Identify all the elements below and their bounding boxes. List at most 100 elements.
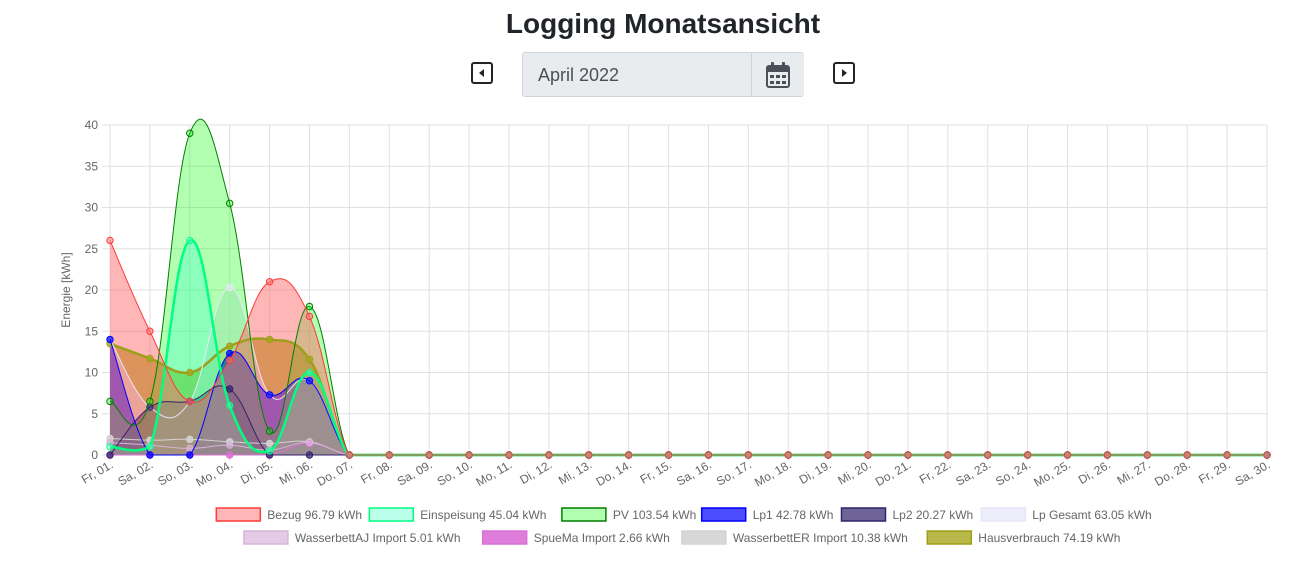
data-point xyxy=(744,451,753,459)
y-tick-label: 5 xyxy=(91,407,98,421)
x-tick-label: Fr, 08. xyxy=(358,457,394,486)
x-tick-label: Mi, 27. xyxy=(1115,457,1153,487)
legend-swatch xyxy=(681,530,727,545)
data-point xyxy=(305,451,314,459)
data-point xyxy=(225,199,234,208)
legend-swatch xyxy=(980,507,1027,522)
data-point xyxy=(345,451,354,459)
data-point xyxy=(186,444,194,453)
data-point xyxy=(146,451,154,459)
data-point xyxy=(465,451,473,459)
legend-label: Bezug 96.79 kWh xyxy=(267,508,362,522)
legend-label: Hausverbrauch 74.19 kWh xyxy=(978,531,1120,545)
x-tick-label: Sa, 09. xyxy=(395,457,435,488)
data-point xyxy=(186,397,194,406)
x-tick-label: Mo, 11. xyxy=(474,457,515,489)
legend-label: WasserbettAJ Import 5.01 kWh xyxy=(295,531,461,545)
data-point xyxy=(225,342,234,350)
data-point xyxy=(225,451,234,459)
month-input[interactable]: April 2022 xyxy=(538,65,620,85)
data-point xyxy=(225,283,234,292)
legend-swatch xyxy=(243,530,289,545)
y-tick-label: 0 xyxy=(91,448,98,462)
series-area xyxy=(110,240,1267,455)
calendar-button[interactable] xyxy=(751,53,804,96)
data-point xyxy=(784,451,792,459)
data-point xyxy=(505,451,513,459)
data-point xyxy=(106,397,114,406)
legend-label: Lp Gesamt 63.05 kWh xyxy=(1032,508,1151,522)
data-point xyxy=(305,438,314,447)
x-tick-label: Di, 12. xyxy=(517,457,554,486)
y-tick-label: 40 xyxy=(85,118,99,132)
data-point xyxy=(1183,451,1191,459)
legend-label: Lp1 42.78 kWh xyxy=(753,508,834,522)
data-point xyxy=(265,391,274,399)
next-month-button[interactable] xyxy=(833,62,855,84)
data-point xyxy=(425,451,433,459)
x-tick-label: So, 03. xyxy=(155,457,195,488)
data-point xyxy=(186,368,194,377)
data-point xyxy=(984,451,992,459)
x-tick-label: Fr, 15. xyxy=(638,457,674,486)
x-tick-label: Do, 21. xyxy=(873,457,914,488)
data-point xyxy=(1063,451,1072,459)
data-point xyxy=(1103,451,1112,459)
legend-swatch xyxy=(561,507,607,522)
data-point xyxy=(305,355,314,364)
legend-label: WasserbettER Import 10.38 kWh xyxy=(733,531,908,545)
data-point xyxy=(225,401,234,410)
x-tick-label: Do, 28. xyxy=(1152,457,1193,488)
data-point xyxy=(106,335,114,344)
data-point xyxy=(305,377,314,385)
x-tick-label: Do, 07. xyxy=(314,457,355,488)
month-picker[interactable]: April 2022 xyxy=(522,52,804,97)
data-point xyxy=(146,327,154,335)
data-point xyxy=(146,397,154,406)
x-tick-label: Mo, 04. xyxy=(194,457,236,489)
data-point xyxy=(265,427,274,435)
data-point xyxy=(585,451,593,459)
y-tick-label: 15 xyxy=(85,324,99,338)
x-tick-label: Di, 26. xyxy=(1076,457,1113,486)
data-point xyxy=(1263,451,1271,459)
legend-swatch xyxy=(926,530,973,545)
x-tick-label: So, 10. xyxy=(435,457,475,488)
data-point xyxy=(265,278,274,286)
data-point xyxy=(944,451,952,459)
x-tick-label: Do, 14. xyxy=(594,457,635,488)
y-tick-label: 35 xyxy=(85,159,99,173)
legend-swatch xyxy=(368,507,415,522)
data-point xyxy=(186,435,194,444)
x-tick-label: Mi, 20. xyxy=(835,457,873,487)
data-point xyxy=(146,354,154,363)
legend-swatch xyxy=(215,507,262,522)
x-tick-label: So, 17. xyxy=(714,457,754,488)
data-point xyxy=(704,451,713,459)
prev-month-button[interactable] xyxy=(471,62,493,84)
data-point xyxy=(106,236,114,245)
y-tick-label: 10 xyxy=(85,366,99,380)
data-point xyxy=(225,441,234,449)
data-point xyxy=(904,451,912,459)
calendar-icon xyxy=(766,62,790,88)
x-tick-label: Mi, 13. xyxy=(556,457,594,487)
data-point xyxy=(664,451,673,459)
x-tick-label: Fr, 29. xyxy=(1196,457,1232,486)
x-tick-label: Sa, 23. xyxy=(953,457,993,488)
data-point xyxy=(305,302,314,311)
caret-left-icon xyxy=(479,69,484,77)
data-point xyxy=(1023,451,1032,459)
data-point xyxy=(106,443,114,451)
legend-label: Einspeisung 45.04 kWh xyxy=(420,508,546,522)
data-point xyxy=(186,236,194,245)
y-tick-label: 30 xyxy=(85,201,99,215)
x-tick-label: Sa, 30. xyxy=(1233,457,1273,488)
y-axis-label: Energie [kWh] xyxy=(59,252,73,327)
data-point xyxy=(1143,451,1152,459)
y-tick-label: 20 xyxy=(85,283,99,297)
x-tick-label: Fr, 22. xyxy=(917,457,953,486)
legend-swatch xyxy=(481,530,528,545)
x-tick-label: Sa, 02. xyxy=(115,457,155,488)
